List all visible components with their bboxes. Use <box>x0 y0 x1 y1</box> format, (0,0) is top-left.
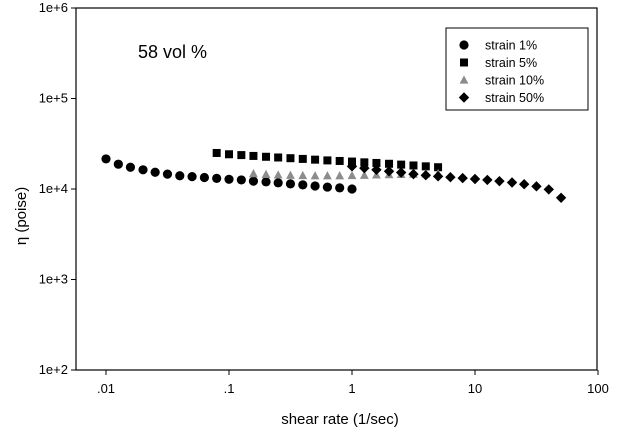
legend: strain 1% strain 5% strain 10% strain 50% <box>445 27 589 111</box>
y-tick-label: 1e+5 <box>39 91 68 106</box>
data-point-circle <box>322 182 333 192</box>
legend-label: strain 1% <box>485 39 537 53</box>
data-point-diamond <box>543 184 554 195</box>
data-point-square <box>311 155 320 164</box>
data-point-square <box>372 158 381 167</box>
y-tick-label: 1e+2 <box>39 362 68 377</box>
data-point-diamond <box>371 164 382 175</box>
legend-label: strain 5% <box>485 56 537 70</box>
data-point-triangle <box>273 170 283 179</box>
data-point-diamond <box>395 167 407 178</box>
data-point-triangle <box>249 168 258 178</box>
data-point-circle <box>113 159 123 169</box>
data-point-diamond <box>457 172 468 184</box>
series-square <box>212 148 443 172</box>
data-point-diamond <box>346 161 358 172</box>
legend-box <box>445 27 589 111</box>
data-point-square <box>421 162 430 171</box>
data-point-diamond <box>408 168 419 180</box>
data-point-triangle <box>286 170 295 179</box>
x-tick-label: .1 <box>224 381 235 396</box>
data-point-diamond <box>531 181 542 192</box>
legend-items: strain 1% strain 5% strain 10% strain 50% <box>458 39 544 105</box>
data-point-square <box>286 154 295 163</box>
legend-marker-circle <box>459 40 469 50</box>
y-tick-label: 1e+6 <box>39 0 68 15</box>
data-point-circle <box>298 180 308 190</box>
x-tick-label: 100 <box>587 381 609 396</box>
legend-label: strain 10% <box>485 74 544 88</box>
x-tick-labels: .01 .1 1 10 100 <box>97 381 609 396</box>
data-point-circle <box>101 154 111 164</box>
annotation-text: 58 vol % <box>138 42 207 62</box>
data-point-diamond <box>432 171 444 182</box>
data-point-square <box>397 160 406 169</box>
x-axis-title: shear rate (1/sec) <box>281 411 399 428</box>
y-tick-label: 1e+4 <box>39 181 68 196</box>
data-point-diamond <box>469 173 481 185</box>
data-point-circle <box>175 171 185 181</box>
data-point-triangle <box>261 169 271 178</box>
data-point-diamond <box>420 170 431 181</box>
y-axis-title: η (poise) <box>13 187 30 245</box>
data-point-circle <box>335 183 345 193</box>
series-diamond <box>346 161 567 203</box>
data-point-triangle <box>335 171 345 180</box>
data-point-circle <box>187 172 197 182</box>
legend-marker-triangle <box>459 75 469 84</box>
data-point-diamond <box>445 172 456 183</box>
data-point-square <box>323 156 332 165</box>
data-point-circle <box>261 177 271 187</box>
data-point-triangle <box>323 171 332 180</box>
data-point-square <box>274 153 283 162</box>
data-point-square <box>225 150 233 159</box>
data-point-square <box>298 154 307 163</box>
series-circle <box>101 154 357 194</box>
legend-marker-square <box>460 58 468 67</box>
data-point-circle <box>236 175 246 185</box>
data-point-square <box>409 161 418 170</box>
data-point-square <box>385 159 394 168</box>
data-point-circle <box>285 179 296 189</box>
data-point-triangle <box>359 170 369 179</box>
y-tick-label: 1e+3 <box>39 272 68 287</box>
axis-ticks <box>71 7 599 375</box>
data-point-square <box>262 152 271 161</box>
data-point-diamond <box>518 178 530 190</box>
data-point-diamond <box>482 174 493 186</box>
data-point-circle <box>199 172 210 183</box>
y-tick-labels: 1e+2 1e+3 1e+4 1e+5 1e+6 <box>39 0 68 377</box>
data-point-circle <box>212 173 222 183</box>
data-point-triangle <box>298 170 308 180</box>
data-point-circle <box>125 162 136 172</box>
x-tick-label: 1 <box>348 381 355 396</box>
data-point-diamond <box>383 166 395 177</box>
data-point-square <box>434 163 443 172</box>
data-point-diamond <box>506 177 518 188</box>
legend-label: strain 50% <box>485 91 544 105</box>
data-point-triangle <box>347 170 357 180</box>
data-point-diamond <box>494 175 505 187</box>
x-tick-label: .01 <box>97 381 115 396</box>
data-point-triangle <box>310 171 320 180</box>
x-tick-label: 10 <box>468 381 482 396</box>
data-point-circle <box>224 174 234 184</box>
data-point-circle <box>310 181 320 191</box>
data-point-circle <box>138 165 148 175</box>
data-point-square <box>249 151 258 160</box>
data-point-circle <box>162 169 173 179</box>
data-point-diamond <box>359 162 370 174</box>
data-point-circle <box>347 184 357 194</box>
data-point-circle <box>248 176 259 186</box>
legend-marker-diamond <box>458 92 470 103</box>
data-point-diamond <box>555 192 567 203</box>
data-point-square <box>212 148 221 157</box>
data-point-circle <box>273 178 283 188</box>
data-point-square <box>335 156 344 165</box>
data-points <box>101 148 567 203</box>
data-point-square <box>360 158 369 167</box>
data-point-circle <box>150 167 160 177</box>
data-point-square <box>237 151 246 160</box>
